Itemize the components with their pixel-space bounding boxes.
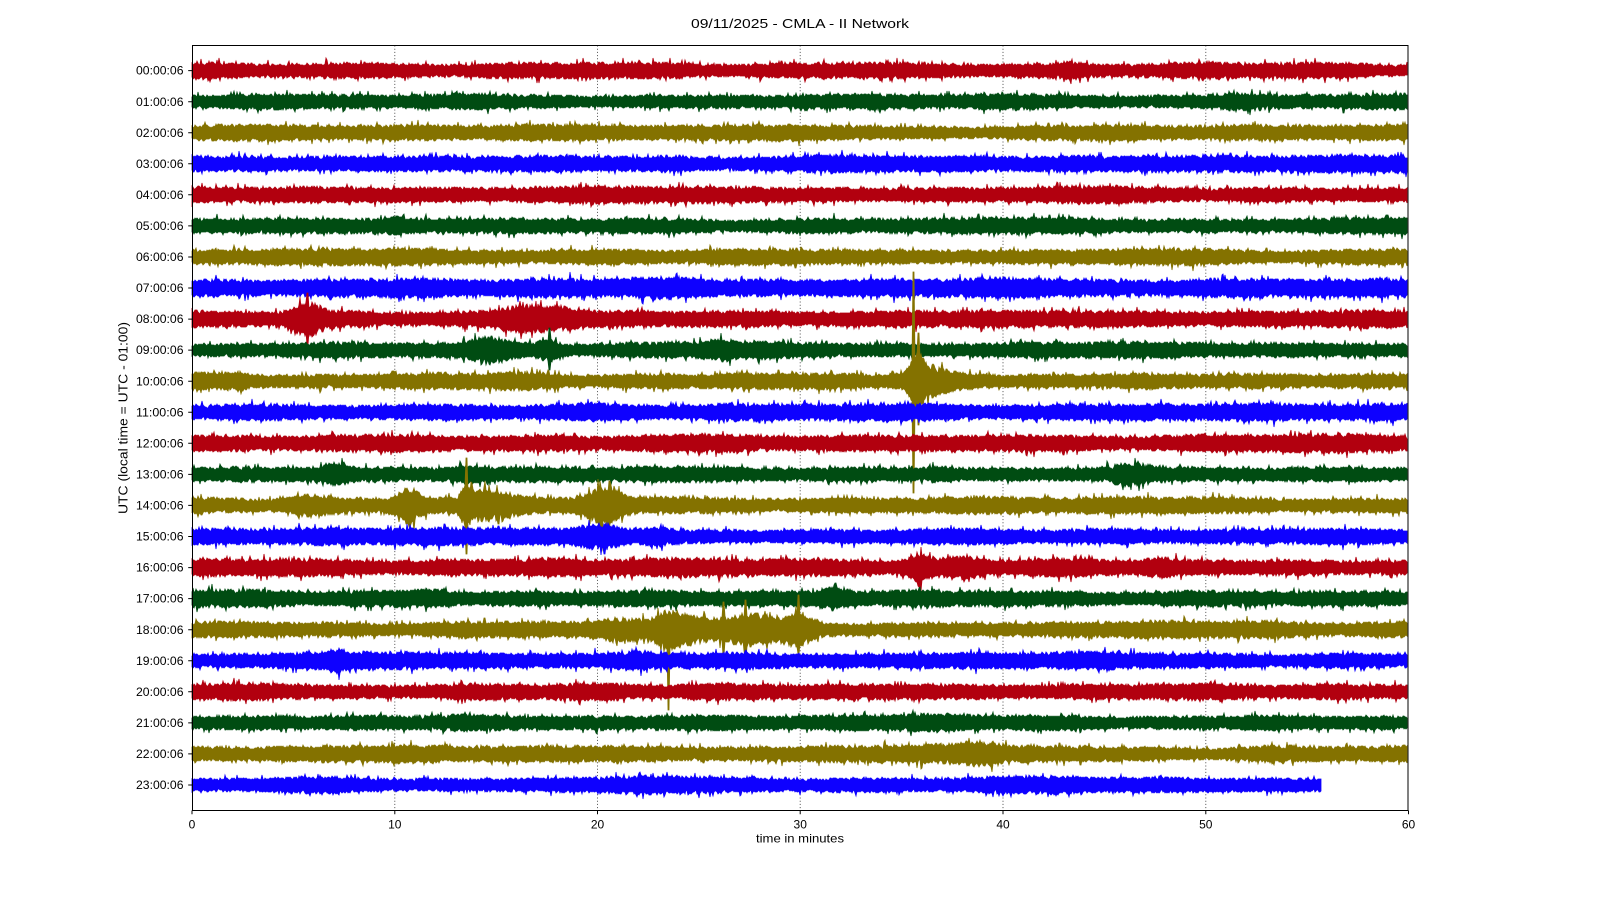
svg-text:40: 40 [996,818,1010,832]
svg-text:04:00:06: 04:00:06 [136,188,184,202]
svg-text:17:00:06: 17:00:06 [136,592,184,606]
svg-text:22:00:06: 22:00:06 [136,747,184,761]
svg-text:18:00:06: 18:00:06 [136,623,184,637]
svg-text:12:00:06: 12:00:06 [136,436,184,450]
svg-text:09:00:06: 09:00:06 [136,343,184,357]
svg-text:30: 30 [794,818,808,832]
svg-text:08:00:06: 08:00:06 [136,312,184,326]
svg-text:time in minutes: time in minutes [756,832,844,846]
svg-text:02:00:06: 02:00:06 [136,126,184,140]
svg-text:16:00:06: 16:00:06 [136,561,184,575]
svg-text:60: 60 [1402,818,1416,832]
svg-text:50: 50 [1199,818,1213,832]
svg-text:21:00:06: 21:00:06 [136,716,184,730]
svg-text:03:00:06: 03:00:06 [136,157,184,171]
svg-text:15:00:06: 15:00:06 [136,530,184,544]
svg-text:23:00:06: 23:00:06 [136,778,184,792]
svg-text:20:00:06: 20:00:06 [136,685,184,699]
svg-text:UTC (local time = UTC - 01:00): UTC (local time = UTC - 01:00) [117,322,131,514]
svg-text:10:00:06: 10:00:06 [136,374,184,388]
svg-text:19:00:06: 19:00:06 [136,654,184,668]
svg-text:13:00:06: 13:00:06 [136,468,184,482]
svg-text:05:00:06: 05:00:06 [136,219,184,233]
svg-text:0: 0 [189,818,196,832]
svg-text:20: 20 [591,818,605,832]
svg-text:07:00:06: 07:00:06 [136,281,184,295]
svg-text:00:00:06: 00:00:06 [136,64,184,78]
svg-text:10: 10 [388,818,402,832]
svg-text:11:00:06: 11:00:06 [136,405,184,419]
svg-text:09/11/2025 - CMLA - II Network: 09/11/2025 - CMLA - II Network [691,16,909,31]
svg-text:06:00:06: 06:00:06 [136,250,184,264]
svg-text:14:00:06: 14:00:06 [136,499,184,513]
svg-text:01:00:06: 01:00:06 [136,95,184,109]
